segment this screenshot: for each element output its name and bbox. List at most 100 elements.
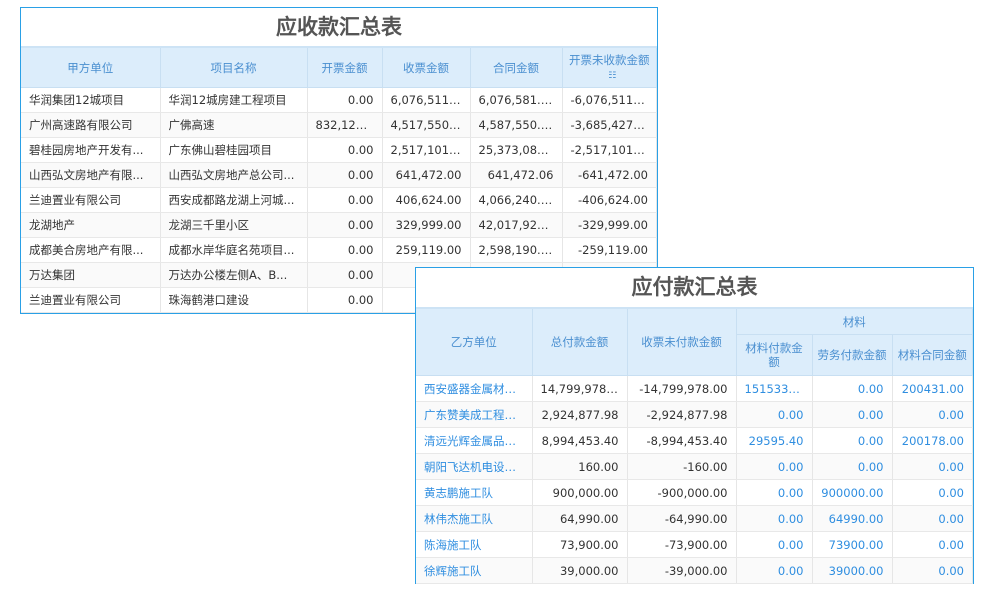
col-material-paid[interactable]: 材料付款金额 bbox=[736, 334, 813, 376]
table-row[interactable]: 朝阳飞达机电设备有 160.00 -160.00 0.00 0.00 0.00 bbox=[416, 453, 973, 480]
table-cell: 2,924,877.98 bbox=[532, 401, 628, 428]
table-cell: 64,990.00 bbox=[532, 505, 628, 532]
col-party-b[interactable]: 乙方单位 bbox=[416, 309, 533, 376]
table-cell: -406,624.00 bbox=[562, 187, 657, 213]
table-row[interactable]: 黄志鹏施工队 900,000.00 -900,000.00 0.00 900000.00… bbox=[416, 479, 973, 506]
table-row[interactable]: 陈海施工队 73,900.00 -73,900.00 0.00 73900.00 0.00 bbox=[416, 531, 973, 558]
table-cell: 华润12城房建工程项目 bbox=[160, 87, 308, 113]
table-cell: 25,373,082.00 bbox=[470, 137, 563, 163]
table-cell[interactable]: 0.00 bbox=[892, 505, 973, 532]
table-cell[interactable]: 西安盛器金属材料有 bbox=[416, 375, 533, 402]
table-cell[interactable]: 0.00 bbox=[736, 479, 813, 506]
table-cell: 4,587,550.00 bbox=[470, 112, 563, 138]
table-cell[interactable]: 0.00 bbox=[812, 375, 893, 402]
table-cell[interactable]: 林伟杰施工队 bbox=[416, 505, 533, 532]
table-row[interactable]: 兰迪置业有限公司 西安成都路龙湖上河城... 0.00 406,624.00 4,066… bbox=[21, 187, 657, 213]
table-cell: 山西弘文房地产有限... bbox=[21, 162, 161, 188]
table-cell[interactable]: 徐辉施工队 bbox=[416, 557, 533, 584]
table-cell: -39,000.00 bbox=[627, 557, 737, 584]
col-labor-paid[interactable]: 劳务付款金额 bbox=[812, 334, 893, 376]
table-cell: -2,517,101.00 bbox=[562, 137, 657, 163]
table-cell: 900,000.00 bbox=[532, 479, 628, 506]
table-cell: 0.00 bbox=[307, 187, 383, 213]
table-cell: 259,119.00 bbox=[382, 237, 471, 263]
table-cell: 0.00 bbox=[307, 137, 383, 163]
col-invoiced-unreceived[interactable]: 开票未收款金额 ☷ bbox=[562, 48, 657, 88]
table-cell: 碧桂园房地产开发有... bbox=[21, 137, 161, 163]
table-cell: 0.00 bbox=[307, 287, 383, 313]
col-received-unpaid[interactable]: 收票未付款金额 bbox=[627, 309, 737, 376]
table-cell: 万达办公楼左侧A、B... bbox=[160, 262, 308, 288]
col-contract-amount[interactable]: 合同金额 bbox=[470, 48, 563, 88]
table-cell[interactable]: 29595.40 bbox=[736, 427, 813, 454]
table-cell: 8,994,453.40 bbox=[532, 427, 628, 454]
table-cell[interactable]: 151533.00 bbox=[736, 375, 813, 402]
table-cell: 珠海鹤港口建设 bbox=[160, 287, 308, 313]
table-cell: -329,999.00 bbox=[562, 212, 657, 238]
table-row[interactable]: 碧桂园房地产开发有... 广东佛山碧桂园项目 0.00 2,517,101.00 25,… bbox=[21, 137, 657, 163]
receivable-table: 甲方单位 项目名称 开票金额 收票金额 合同金额 开票未收款金额 ☷ 华润集团12… bbox=[21, 48, 657, 313]
table-cell: -641,472.00 bbox=[562, 162, 657, 188]
table-cell: 42,017,925.00 bbox=[470, 212, 563, 238]
table-cell: 14,799,978.00 bbox=[532, 375, 628, 402]
table-cell[interactable]: 0.00 bbox=[892, 531, 973, 558]
table-cell[interactable]: 900000.00 bbox=[812, 479, 893, 506]
col-party-a[interactable]: 甲方单位 bbox=[21, 48, 161, 88]
table-cell: 329,999.00 bbox=[382, 212, 471, 238]
table-cell: 成都美合房地产有限... bbox=[21, 237, 161, 263]
table-cell[interactable]: 陈海施工队 bbox=[416, 531, 533, 558]
table-cell: -160.00 bbox=[627, 453, 737, 480]
table-row[interactable]: 山西弘文房地产有限... 山西弘文房地产总公司... 0.00 641,472.00 6… bbox=[21, 162, 657, 188]
table-row[interactable]: 广州高速路有限公司 广佛高速 832,123.00 4,517,550.00 4,587… bbox=[21, 112, 657, 138]
table-cell[interactable]: 朝阳飞达机电设备有 bbox=[416, 453, 533, 480]
table-cell: -2,924,877.98 bbox=[627, 401, 737, 428]
table-row[interactable]: 林伟杰施工队 64,990.00 -64,990.00 0.00 64990.00 0.0… bbox=[416, 505, 973, 532]
table-cell[interactable]: 73900.00 bbox=[812, 531, 893, 558]
table-cell: 0.00 bbox=[307, 162, 383, 188]
table-cell: 641,472.00 bbox=[382, 162, 471, 188]
table-cell: 832,123.00 bbox=[307, 112, 383, 138]
table-cell: -64,990.00 bbox=[627, 505, 737, 532]
table-cell[interactable]: 0.00 bbox=[892, 479, 973, 506]
table-cell[interactable]: 39000.00 bbox=[812, 557, 893, 584]
table-row[interactable]: 广东赞美成工程有限 2,924,877.98 -2,924,877.98 0.00 0.… bbox=[416, 401, 973, 428]
table-cell: 万达集团 bbox=[21, 262, 161, 288]
table-row[interactable]: 清远光辉金属品有限 8,994,453.40 -8,994,453.40 29595.… bbox=[416, 427, 973, 454]
col-received-amount[interactable]: 收票金额 bbox=[382, 48, 471, 88]
table-cell: -8,994,453.40 bbox=[627, 427, 737, 454]
table-row[interactable]: 华润集团12城项目 华润12城房建工程项目 0.00 6,076,511.00 6,07… bbox=[21, 87, 657, 113]
table-cell[interactable]: 0.00 bbox=[892, 401, 973, 428]
table-cell[interactable]: 0.00 bbox=[736, 557, 813, 584]
col-project-name[interactable]: 项目名称 bbox=[160, 48, 308, 88]
table-row[interactable]: 成都美合房地产有限... 成都水岸华庭名苑项目... 0.00 259,119.00 2… bbox=[21, 237, 657, 263]
table-cell[interactable]: 64990.00 bbox=[812, 505, 893, 532]
table-cell: 641,472.06 bbox=[470, 162, 563, 188]
table-cell[interactable]: 0.00 bbox=[736, 453, 813, 480]
table-cell[interactable]: 0.00 bbox=[736, 401, 813, 428]
table-cell[interactable]: 清远光辉金属品有限 bbox=[416, 427, 533, 454]
table-cell[interactable]: 200431.00 bbox=[892, 375, 973, 402]
table-cell[interactable]: 0.00 bbox=[736, 531, 813, 558]
col-total-paid[interactable]: 总付款金额 bbox=[532, 309, 628, 376]
table-cell[interactable]: 黄志鹏施工队 bbox=[416, 479, 533, 506]
table-cell[interactable]: 广东赞美成工程有限 bbox=[416, 401, 533, 428]
col-material-contract[interactable]: 材料合同金额 bbox=[892, 334, 973, 376]
receivable-title: 应收款汇总表 bbox=[21, 8, 657, 48]
table-cell: 4,066,240.00 bbox=[470, 187, 563, 213]
table-cell[interactable]: 200178.00 bbox=[892, 427, 973, 454]
col-invoiced-amount[interactable]: 开票金额 bbox=[307, 48, 383, 88]
table-cell[interactable]: 0.00 bbox=[736, 505, 813, 532]
table-cell[interactable]: 0.00 bbox=[892, 453, 973, 480]
table-cell[interactable]: 0.00 bbox=[812, 427, 893, 454]
table-cell[interactable]: 0.00 bbox=[812, 453, 893, 480]
table-row[interactable]: 龙湖地产 龙湖三千里小区 0.00 329,999.00 42,017,925.00 -3… bbox=[21, 212, 657, 238]
sort-icon[interactable]: ☷ bbox=[608, 70, 617, 81]
table-cell: 广佛高速 bbox=[160, 112, 308, 138]
table-cell[interactable]: 0.00 bbox=[892, 557, 973, 584]
table-cell: 6,076,581.00 bbox=[470, 87, 563, 113]
table-row[interactable]: 西安盛器金属材料有 14,799,978.00 -14,799,978.00 1515… bbox=[416, 375, 973, 402]
table-cell: 6,076,511.00 bbox=[382, 87, 471, 113]
table-row[interactable]: 徐辉施工队 39,000.00 -39,000.00 0.00 39000.00 0.00 bbox=[416, 557, 973, 584]
table-cell: 西安成都路龙湖上河城... bbox=[160, 187, 308, 213]
table-cell[interactable]: 0.00 bbox=[812, 401, 893, 428]
